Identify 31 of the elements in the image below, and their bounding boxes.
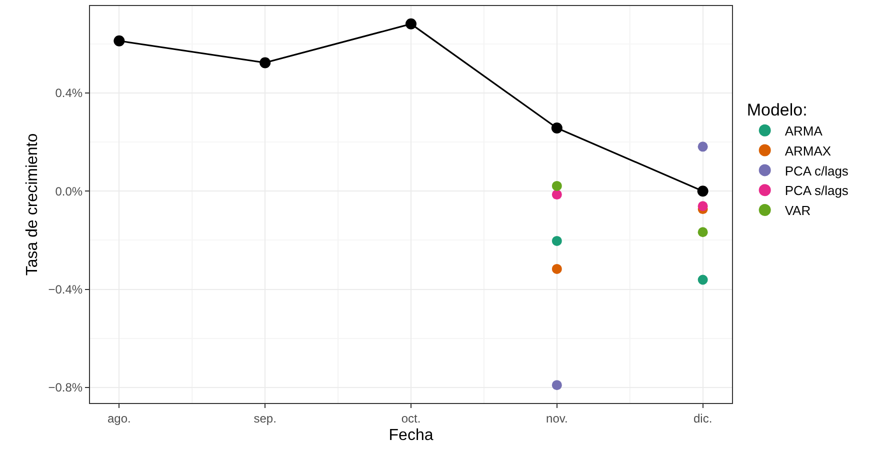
y-tick-label: 0.4% <box>55 86 83 100</box>
point <box>697 186 708 197</box>
x-tick-label: dic. <box>693 411 712 426</box>
point <box>698 227 708 238</box>
x-tick-label: nov. <box>546 411 568 426</box>
y-tick-label: −0.4% <box>48 282 83 297</box>
point <box>698 201 708 212</box>
x-tick-label: ago. <box>108 411 131 426</box>
legend-label: ARMAX <box>784 143 832 158</box>
legend-label: ARMA <box>784 123 823 138</box>
y-tick-label: −0.8% <box>48 380 83 395</box>
x-axis-title: Fecha <box>388 427 434 444</box>
y-axis-title: Tasa de crecimiento <box>24 133 42 276</box>
point <box>552 380 562 390</box>
x-tick-label: oct. <box>401 411 421 426</box>
legend-label: PCA c/lags <box>784 163 849 178</box>
legend-title: Modelo: <box>746 100 808 120</box>
point <box>551 122 562 134</box>
point <box>114 35 125 46</box>
point <box>260 57 271 68</box>
legend-label: VAR <box>784 203 811 218</box>
point <box>698 274 708 285</box>
y-tick-label: 0.0% <box>55 184 83 198</box>
point <box>552 264 562 274</box>
point <box>406 18 416 30</box>
point <box>698 142 708 152</box>
point <box>552 190 562 200</box>
point <box>552 180 562 191</box>
point <box>552 236 562 246</box>
x-tick-label: sep. <box>254 411 276 426</box>
legend-label: PCA s/lags <box>784 183 849 198</box>
